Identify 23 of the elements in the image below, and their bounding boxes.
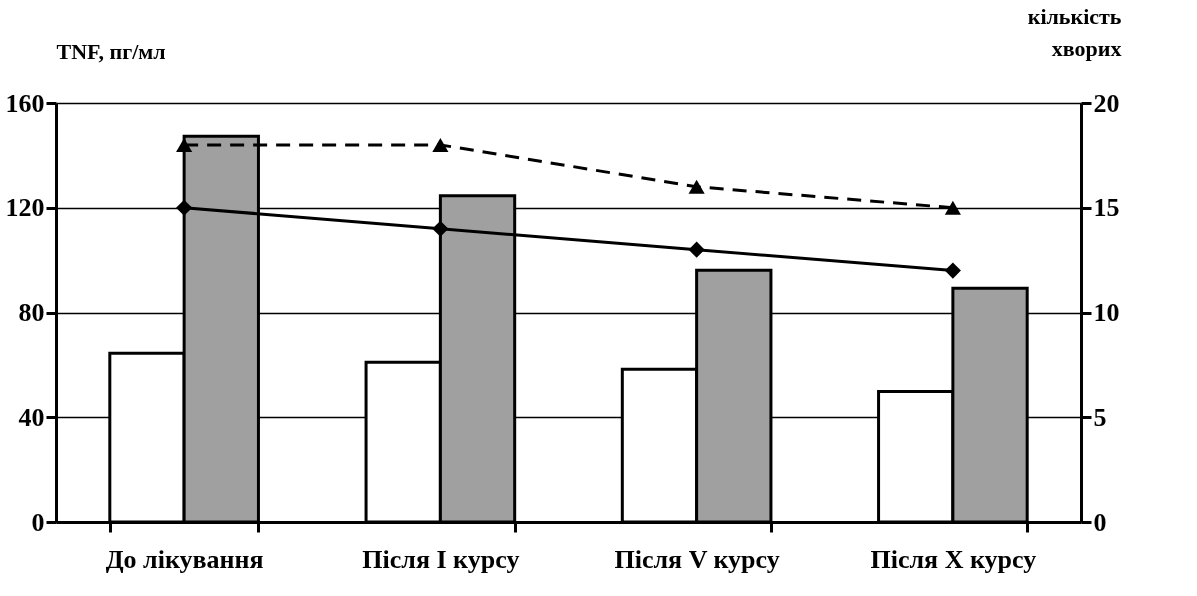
y2-tick-label: 0 <box>1093 507 1107 537</box>
x-tick-label: Після V курсу <box>614 544 780 574</box>
x-tick-label: До лікування <box>105 544 264 574</box>
y2-tick-label: 5 <box>1093 402 1107 432</box>
y-axis-title: TNF, пг/мл <box>56 38 166 64</box>
point <box>432 137 449 152</box>
point <box>688 179 705 194</box>
y2-axis-title: кількість хворих <box>1027 3 1122 61</box>
y-tick-label: 80 <box>18 298 45 327</box>
point <box>688 241 705 258</box>
y2-tick-label: 20 <box>1093 88 1120 118</box>
point <box>944 200 961 215</box>
x-tick-label: Після I курсу <box>362 544 520 574</box>
y-tick-label: 40 <box>18 402 45 432</box>
y-tick-label: 160 <box>5 88 45 118</box>
point <box>944 262 961 279</box>
y-tick-label: 120 <box>5 193 45 223</box>
point <box>176 199 193 216</box>
y-tick-label: 0 <box>31 507 45 537</box>
point <box>432 220 449 237</box>
y2-tick-label: 10 <box>1093 298 1120 327</box>
x-tick-label: Після X курсу <box>870 544 1037 574</box>
y2-tick-label: 15 <box>1093 193 1120 223</box>
